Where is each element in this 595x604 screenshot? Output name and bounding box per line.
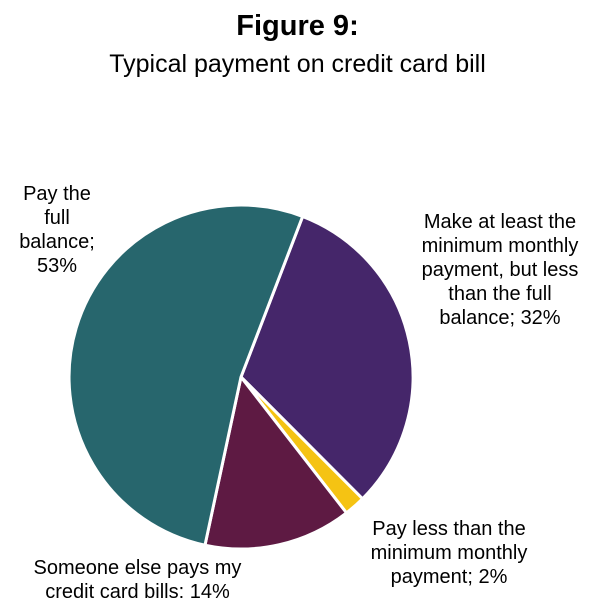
slice-label-line: payment; 2%	[390, 566, 508, 588]
slice-label-line: minimum monthly	[421, 235, 579, 257]
chart-subtitle: Typical payment on credit card bill	[109, 50, 486, 78]
slice-minimum-but-less	[239, 214, 415, 501]
slice-label-line: Pay the	[23, 183, 91, 205]
chart-title: Figure 9:	[236, 10, 359, 42]
slice-label-line: Pay less than the	[372, 518, 526, 540]
slice-label-line: 53%	[36, 255, 78, 277]
slice-label-line: balance; 32%	[439, 307, 561, 329]
slice-label-someone-else-pays: Someone else pays my credit card bills: 1…	[25, 556, 250, 604]
slice-label-minimum-but-less: Make at least the minimum monthly payment,…	[400, 210, 595, 330]
slice-someone-else-pays	[203, 375, 348, 551]
slice-label-line: than the full	[448, 283, 552, 305]
slice-label-line: minimum monthly	[370, 542, 528, 564]
slice-label-line: Make at least the	[423, 211, 577, 233]
slice-label-line: credit card bills: 14%	[45, 581, 230, 603]
slice-label-line: payment, but less	[421, 259, 579, 281]
slice-pay-full-balance	[67, 203, 305, 547]
slice-label-less-than-minimum: Pay less than the minimum monthly payment;…	[354, 517, 544, 589]
slice-label-pay-full-balance: Pay the full balance; 53%	[12, 182, 102, 278]
slice-label-line: Someone else pays my	[33, 557, 242, 579]
slice-label-line: full	[44, 207, 70, 229]
slice-label-line: balance;	[19, 231, 95, 253]
